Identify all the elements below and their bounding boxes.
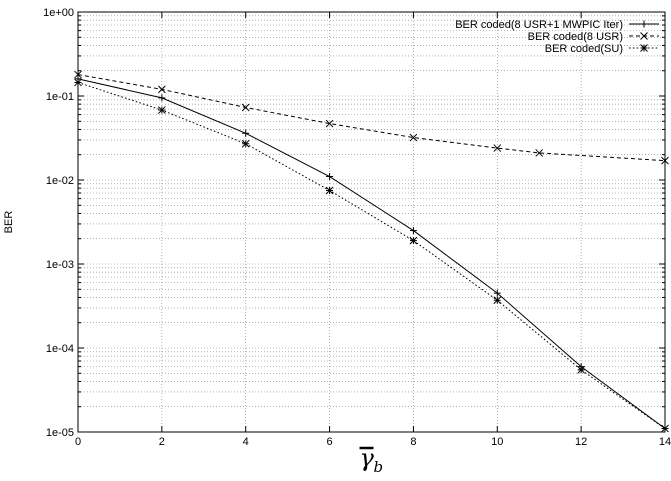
- data-point-marker: [241, 139, 250, 148]
- x-tick-label: 10: [491, 436, 503, 448]
- x-tick-label: 6: [327, 436, 333, 448]
- x-tick-label: 4: [243, 436, 249, 448]
- data-point-marker: [74, 70, 82, 79]
- marker-stroke: [158, 106, 166, 114]
- data-point-marker: [158, 85, 166, 94]
- marker-stroke: [325, 186, 334, 195]
- y-tick-label: 1e-05: [46, 427, 74, 439]
- marker-stroke: [74, 78, 82, 87]
- grid: [78, 12, 665, 432]
- data-point-marker: [409, 133, 418, 142]
- marker-stroke: [74, 70, 82, 79]
- legend: BER coded(8 USR+1 MWPIC Iter)BER coded(8…: [455, 19, 659, 55]
- data-point-marker: [158, 94, 166, 102]
- legend-item: BER coded(8 USR+1 MWPIC Iter): [455, 19, 659, 31]
- series-3: [74, 78, 669, 433]
- y-tick-label: 1e+00: [43, 7, 74, 19]
- marker-stroke: [158, 85, 166, 94]
- marker-stroke: [493, 296, 502, 305]
- data-point-marker: [640, 20, 648, 28]
- data-point-marker: [640, 44, 648, 52]
- x-tick-label: 8: [410, 436, 416, 448]
- x-tick-label: 2: [159, 436, 165, 448]
- data-point-marker: [325, 119, 334, 128]
- marker-stroke: [577, 365, 585, 374]
- marker-stroke: [535, 149, 544, 157]
- series-1: [74, 75, 669, 433]
- data-point-marker: [493, 144, 502, 152]
- data-point-marker: [326, 173, 334, 181]
- x-tick-label: 0: [75, 436, 81, 448]
- marker-stroke: [409, 236, 418, 245]
- plot-frame: [77, 11, 666, 433]
- data-point-marker: [409, 236, 418, 245]
- marker-stroke: [640, 32, 648, 40]
- axis-ticks: 0 2 4 6 8 10 12 14 1e-05 1e-04 1e-03 1e-02 1e-01 1e+0…: [43, 7, 671, 448]
- y-tick-label: 1e-04: [46, 343, 74, 355]
- data-point-marker: [409, 227, 417, 235]
- y-tick-label: 1e-03: [46, 259, 74, 271]
- data-point-marker: [493, 296, 502, 305]
- data-point-marker: [493, 289, 501, 297]
- y-axis-label: BER: [3, 211, 15, 234]
- series-line: [77, 74, 666, 162]
- x-tick-label: 12: [575, 436, 587, 448]
- legend-item: BER coded(SU): [545, 43, 659, 55]
- x-axis-label: γ b: [359, 444, 384, 476]
- marker-stroke: [661, 156, 669, 165]
- marker-stroke: [241, 139, 250, 148]
- data-point-marker: [661, 156, 669, 165]
- marker-stroke: [241, 103, 250, 112]
- legend-label: BER coded(8 USR+1 MWPIC Iter): [455, 19, 623, 31]
- legend-label: BER coded(SU): [545, 43, 623, 55]
- marker-stroke: [661, 424, 669, 433]
- marker-stroke: [409, 133, 418, 142]
- x-axis-label-symbol: γ: [360, 444, 375, 472]
- legend-label: BER coded(8 USR): [528, 31, 623, 43]
- data-point-marker: [242, 129, 250, 137]
- data-point-marker: [325, 186, 334, 195]
- data-point-marker: [640, 32, 648, 40]
- marker-stroke: [325, 119, 334, 128]
- legend-item: BER coded(8 USR): [528, 31, 659, 43]
- marker-stroke: [493, 144, 502, 152]
- series-2: [74, 70, 669, 165]
- data-point-marker: [74, 78, 82, 87]
- y-tick-label: 1e-02: [46, 175, 74, 187]
- x-tick-label: 14: [659, 436, 671, 448]
- x-axis-label-subscript: b: [374, 458, 384, 476]
- marker-stroke: [640, 44, 648, 52]
- y-tick-label: 1e-01: [46, 91, 74, 103]
- series-line: [77, 81, 666, 429]
- series-line: [77, 78, 666, 429]
- data-point-marker: [241, 103, 250, 112]
- data-point-marker: [577, 365, 585, 374]
- data-point-marker: [535, 149, 544, 157]
- series-layer: [74, 70, 669, 433]
- data-point-marker: [158, 106, 166, 114]
- data-point-marker: [661, 424, 669, 433]
